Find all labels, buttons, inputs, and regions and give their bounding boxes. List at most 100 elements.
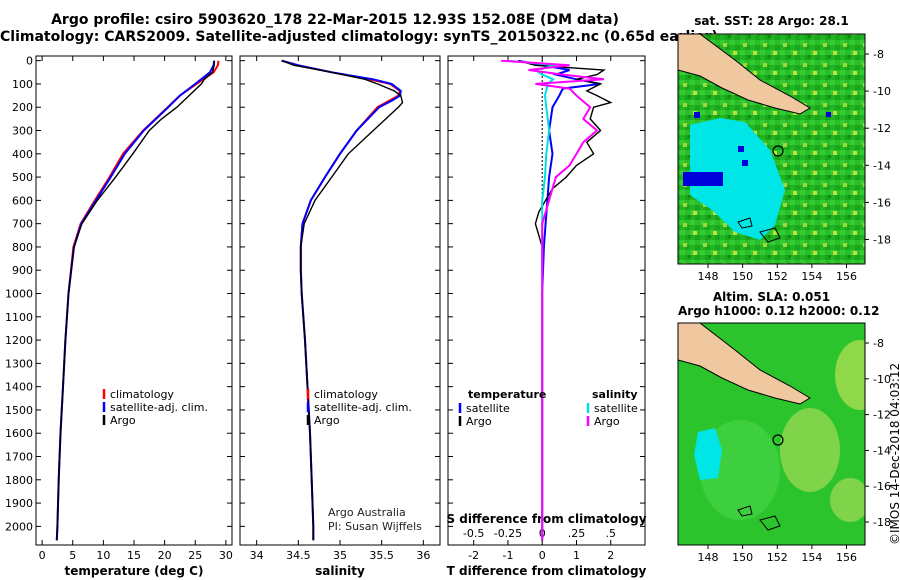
depth-tick-label: 700 bbox=[12, 218, 33, 231]
difference-xtick-label: -1 bbox=[502, 549, 513, 562]
depth-tick-label: 400 bbox=[12, 148, 33, 161]
sst-warm-pixel-cluster bbox=[683, 172, 723, 186]
sla-land-png bbox=[678, 323, 811, 405]
difference-xtick-label: 0 bbox=[539, 549, 546, 562]
map-lon-tick-label: 150 bbox=[732, 551, 753, 564]
temperature-xtick-label: 30 bbox=[219, 549, 233, 562]
difference-panel: -2 -1 0 1 2 T difference from climatology -0.5… bbox=[446, 55, 647, 578]
timestamp-credit: ©IMOS 14-Dec-2018 04:03:12 bbox=[888, 362, 900, 545]
map-lat-tick-label: -16 bbox=[873, 196, 891, 209]
figure-title-line1: Argo profile: csiro 5903620_178 22-Mar-2… bbox=[51, 12, 619, 28]
temperature-series-satellite-adj-clim- bbox=[55, 60, 216, 541]
sst-land-png bbox=[678, 34, 811, 115]
salinity-frame bbox=[239, 55, 441, 546]
depth-tick-label: 0 bbox=[26, 55, 33, 68]
salinity-xtick-label: 35 bbox=[333, 549, 347, 562]
map-lat-tick-label: -18 bbox=[873, 516, 891, 529]
sla-map-title-line2: Argo h1000: 0.12 h2000: 0.12 bbox=[678, 304, 880, 318]
difference-xtick-label: -2 bbox=[468, 549, 479, 562]
figure-title-line2: Climatology: CARS2009. Satellite-adjuste… bbox=[0, 29, 718, 45]
difference-xlabel: T difference from climatology bbox=[447, 564, 647, 578]
salinity-legend-label: satellite-adj. clim. bbox=[314, 401, 412, 414]
depth-tick-label: 1600 bbox=[5, 427, 33, 440]
salinity-legend-label: climatology bbox=[314, 388, 378, 401]
difference-xtick-label: 2 bbox=[607, 549, 614, 562]
map-lat-tick-label: -18 bbox=[873, 233, 891, 246]
depth-tick-label: 1400 bbox=[5, 381, 33, 394]
salinity-panel: 34 34.5 35 35.5 36 salinity climatologysatelli… bbox=[239, 55, 441, 578]
sla-argo-float-marker bbox=[772, 434, 784, 446]
diff-legend-left-label: Argo bbox=[466, 415, 492, 428]
salinity-series-satellite-adj-clim- bbox=[281, 59, 402, 541]
temperature-frame bbox=[35, 55, 233, 546]
temperature-series-climatology bbox=[55, 60, 220, 541]
salinity-xtick-label: 36 bbox=[416, 549, 430, 562]
difference-series-salinity-satellite bbox=[507, 59, 557, 541]
depth-tick-label: 1000 bbox=[5, 288, 33, 301]
map-lon-tick-label: 150 bbox=[732, 270, 753, 283]
diff-legend-right-label: satellite bbox=[594, 402, 638, 415]
temperature-legend-label: climatology bbox=[110, 388, 174, 401]
difference-xtick-label: 1 bbox=[573, 549, 580, 562]
depth-tick-label: 1500 bbox=[5, 404, 33, 417]
diff-legend-right-title: salinity bbox=[592, 388, 638, 401]
difference-series-salinity-argo bbox=[501, 59, 605, 541]
map-lon-tick-label: 152 bbox=[767, 551, 788, 564]
credit-line2: PI: Susan Wijffels bbox=[328, 520, 422, 533]
map-lon-tick-label: 156 bbox=[836, 551, 857, 564]
depth-tick-label: 1300 bbox=[5, 357, 33, 370]
depth-tick-label: 2000 bbox=[5, 520, 33, 533]
salinity-xtick-label: 34 bbox=[250, 549, 264, 562]
depth-tick-label: 900 bbox=[12, 264, 33, 277]
map-lat-tick-label: -12 bbox=[873, 122, 891, 135]
salinity-xtick-label: 34.5 bbox=[286, 549, 311, 562]
depth-tick-label: 1800 bbox=[5, 474, 33, 487]
diff-legend-right-label: Argo bbox=[594, 415, 620, 428]
sla-map-title-line1: Altim. SLA: 0.051 bbox=[712, 290, 831, 304]
difference-series-temperature-satellite bbox=[518, 59, 601, 541]
map-lon-tick-label: 154 bbox=[801, 270, 822, 283]
s-diff-xlabel: S difference from climatology bbox=[446, 512, 646, 526]
sst-argo-float-marker bbox=[772, 145, 784, 157]
map-lon-tick-label: 154 bbox=[801, 551, 822, 564]
sst-map bbox=[677, 33, 866, 265]
map-lat-tick-label: -14 bbox=[873, 159, 891, 172]
temperature-series-argo bbox=[56, 60, 215, 541]
temperature-xtick-label: 5 bbox=[69, 549, 76, 562]
depth-tick-label: 200 bbox=[12, 101, 33, 114]
salinity-xlabel: salinity bbox=[315, 564, 365, 578]
map-lat-tick-label: -8 bbox=[873, 48, 884, 61]
map-lat-tick-label: -16 bbox=[873, 480, 891, 493]
temperature-xtick-label: 10 bbox=[96, 549, 110, 562]
depth-tick-label: 1100 bbox=[5, 311, 33, 324]
difference-frame bbox=[447, 55, 646, 546]
s-diff-tick-label: .5 bbox=[605, 527, 616, 540]
depth-tick-label: 1700 bbox=[5, 451, 33, 464]
depth-tick-label: 800 bbox=[12, 241, 33, 254]
diff-legend-left-label: satellite bbox=[466, 402, 510, 415]
depth-tick-label: 500 bbox=[12, 171, 33, 184]
temperature-panel: 0100200300400500600700800900100011001200… bbox=[5, 55, 233, 578]
temperature-xtick-label: 25 bbox=[188, 549, 202, 562]
map-lat-tick-label: -10 bbox=[873, 85, 891, 98]
map-lat-tick-label: -8 bbox=[873, 337, 884, 350]
temperature-xtick-label: 15 bbox=[127, 549, 141, 562]
sla-cold-eddy bbox=[694, 428, 722, 480]
temperature-legend-label: Argo bbox=[110, 414, 136, 427]
depth-tick-label: 100 bbox=[12, 78, 33, 91]
sst-map-title: sat. SST: 28 Argo: 28.1 bbox=[694, 14, 849, 28]
map-lon-tick-label: 152 bbox=[767, 270, 788, 283]
salinity-series-argo bbox=[281, 60, 404, 541]
credit-line1: Argo Australia bbox=[328, 506, 406, 519]
salinity-legend-label: Argo bbox=[314, 414, 340, 427]
salinity-series-climatology bbox=[281, 59, 402, 541]
map-lat-tick-label: -14 bbox=[873, 444, 891, 457]
map-lon-tick-label: 148 bbox=[698, 270, 719, 283]
depth-tick-label: 1200 bbox=[5, 334, 33, 347]
temperature-xtick-label: 20 bbox=[158, 549, 172, 562]
diff-legend-left-title: temperature bbox=[468, 388, 546, 401]
s-diff-tick-label: .25 bbox=[568, 527, 586, 540]
sst-cold-patch bbox=[690, 118, 785, 240]
map-lon-tick-label: 156 bbox=[836, 270, 857, 283]
